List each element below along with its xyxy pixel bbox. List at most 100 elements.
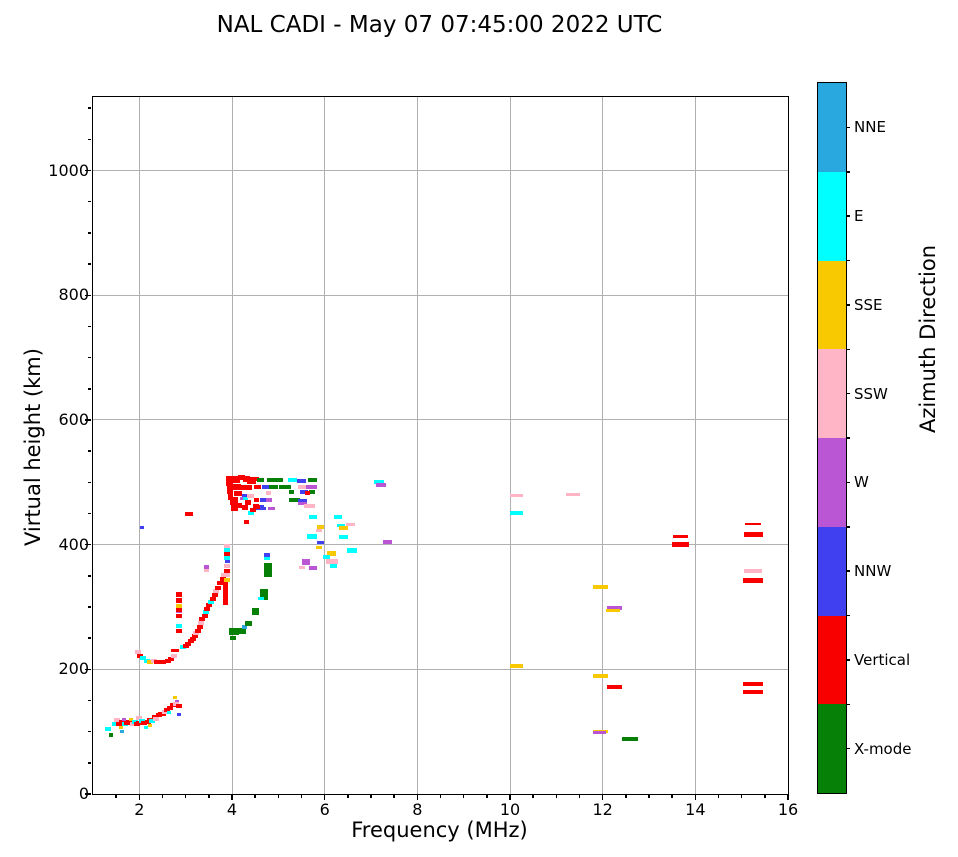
data-point-SSE xyxy=(175,604,182,609)
data-point-Vertical xyxy=(157,660,164,665)
data-point-Vertical xyxy=(140,720,147,725)
y-tick xyxy=(85,294,91,296)
data-point-SSE xyxy=(592,673,608,678)
data-point-SSW xyxy=(172,701,179,706)
y-minor-tick xyxy=(87,481,91,484)
data-point-SSW xyxy=(316,528,323,532)
data-point-SSE xyxy=(316,525,324,530)
x-minor-tick xyxy=(370,794,372,798)
data-point-SSE xyxy=(338,526,348,531)
data-point-Vertical xyxy=(243,476,251,483)
colorbar-boundary-tick xyxy=(846,703,850,705)
data-point-NNW xyxy=(139,525,144,529)
data-point-W xyxy=(306,485,318,490)
x-tick-label: 10 xyxy=(499,800,521,819)
colorbar-boundary-tick xyxy=(846,614,850,617)
data-point-Vertical xyxy=(244,519,250,524)
data-point-NNW xyxy=(297,479,306,484)
data-point-W xyxy=(302,559,311,566)
data-point-X-mode xyxy=(259,589,268,600)
y-tick-label: 1000 xyxy=(48,160,89,180)
data-point-NNW xyxy=(263,553,270,558)
y-minor-tick xyxy=(87,107,91,109)
data-point-SSE xyxy=(510,664,524,669)
data-point-SSW xyxy=(136,715,143,720)
data-point-E xyxy=(374,480,385,485)
data-point-Vertical xyxy=(211,593,218,598)
colorbar-tick xyxy=(846,126,850,129)
data-point-E xyxy=(309,515,318,520)
data-point-E xyxy=(243,496,249,500)
data-point-E xyxy=(330,563,338,568)
x-tick xyxy=(231,794,233,800)
y-tick-label: 400 xyxy=(58,534,89,554)
x-gridline xyxy=(602,97,604,794)
data-point-SSW xyxy=(221,572,228,577)
y-tick xyxy=(85,169,91,172)
data-point-Vertical xyxy=(743,689,764,694)
y-minor-tick xyxy=(87,512,91,515)
x-tick-label: 6 xyxy=(319,800,330,819)
x-minor-tick xyxy=(347,794,349,798)
colorbar-tick xyxy=(846,304,850,306)
data-point-SSE xyxy=(316,546,323,550)
colorbar-category-label: SSW xyxy=(854,384,888,403)
y-tick-label: 0 xyxy=(78,784,89,803)
data-point-W xyxy=(309,565,318,570)
y-tick xyxy=(85,419,91,421)
x-tick-label: 16 xyxy=(777,800,799,819)
data-point-Vertical xyxy=(167,705,174,710)
y-axis-label: Virtual height (km) xyxy=(21,348,45,546)
data-point-Vertical xyxy=(743,578,764,584)
data-point-SSE xyxy=(118,726,123,730)
data-point-Vertical xyxy=(245,499,252,505)
x-gridline xyxy=(138,97,140,794)
data-point-E xyxy=(347,547,358,553)
y-minor-tick xyxy=(87,325,91,328)
y-minor-tick xyxy=(87,606,91,608)
data-point-SSW xyxy=(298,565,305,569)
data-point-X-mode xyxy=(309,489,316,494)
data-point-SSW xyxy=(170,654,177,659)
data-point-Vertical xyxy=(175,614,182,619)
data-point-E xyxy=(510,511,524,516)
plot-area: 2 4 6 8 10 12 14 16 0 200 400 600 800 1000 xyxy=(48,96,798,819)
x-tick xyxy=(509,794,511,800)
colorbar-category-label: X-mode xyxy=(854,739,912,758)
data-point-Vertical xyxy=(203,606,210,611)
x-tick-label: 4 xyxy=(226,800,238,819)
data-point-SSE xyxy=(327,550,337,556)
data-point-Vertical xyxy=(185,642,192,647)
data-point-E xyxy=(112,721,119,726)
data-point-W xyxy=(592,731,606,735)
y-gridline xyxy=(93,544,788,546)
data-point-E xyxy=(257,597,264,601)
colorbar-tick xyxy=(846,659,850,661)
data-point-E xyxy=(166,710,171,714)
x-minor-tick xyxy=(555,794,558,798)
data-point-Vertical xyxy=(219,576,226,581)
data-point-Vertical xyxy=(241,504,248,510)
data-point-Vertical xyxy=(671,542,689,548)
data-point-E xyxy=(140,656,147,661)
data-point-Vertical xyxy=(153,659,160,664)
data-point-Vertical xyxy=(304,490,310,495)
y-minor-tick xyxy=(87,637,91,639)
data-point-SSW xyxy=(297,484,306,489)
colorbar-segment-W xyxy=(818,438,846,527)
data-point-W xyxy=(382,539,392,544)
x-gridline xyxy=(509,97,511,794)
colorbar-segment-NNE xyxy=(818,83,846,172)
data-point-Vertical xyxy=(223,581,229,606)
colorbar-segment-E xyxy=(818,171,846,261)
y-minor-tick xyxy=(87,575,91,577)
x-minor-tick xyxy=(161,794,164,798)
data-point-SSW xyxy=(153,716,160,721)
data-point-SSE xyxy=(147,659,154,664)
data-point-Vertical xyxy=(209,596,216,601)
data-point-W xyxy=(606,605,622,610)
data-point-Vertical xyxy=(224,551,231,556)
x-minor-tick xyxy=(208,794,210,798)
data-point-W xyxy=(239,496,245,500)
data-point-NNW xyxy=(241,493,248,497)
